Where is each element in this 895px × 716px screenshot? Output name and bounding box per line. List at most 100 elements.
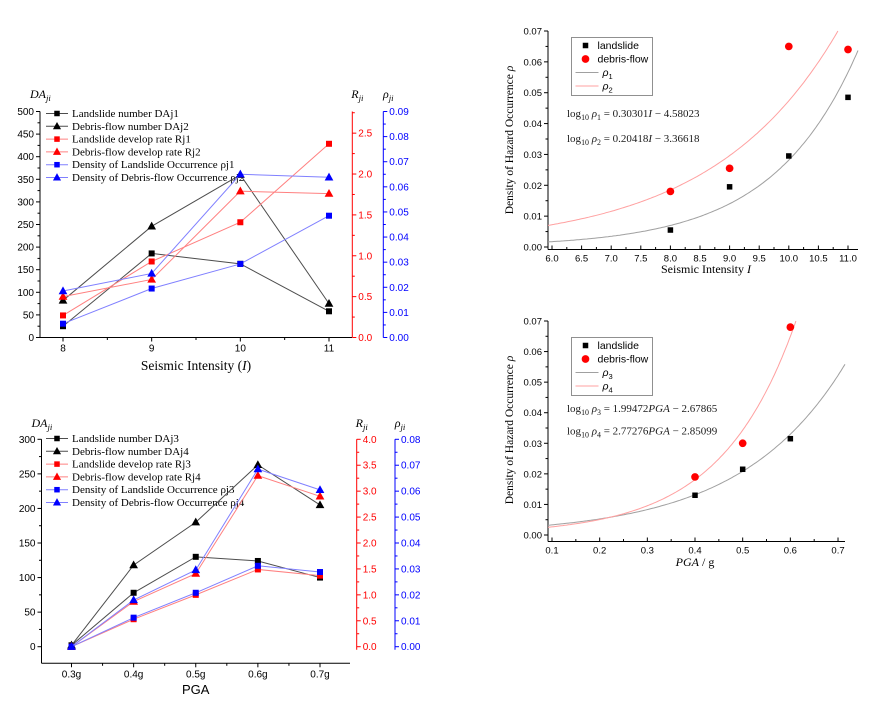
series-landslide-develop-rate-rj3 xyxy=(68,566,323,650)
y-tick-label: 300 xyxy=(19,435,36,446)
data-point xyxy=(129,595,138,604)
equation-text: log10 ρ2 = 0.20418I − 3.36618 xyxy=(567,133,700,147)
data-point xyxy=(254,562,261,569)
y-axis-title: Density of Hazard Occurrence ρ xyxy=(504,355,516,504)
data-point xyxy=(253,464,263,473)
x-tick-label: 0.3g xyxy=(62,669,81,680)
data-point xyxy=(787,435,794,442)
y-tick-label: 0.05 xyxy=(401,513,421,524)
data-point xyxy=(148,250,155,257)
legend-item-0: landslide xyxy=(582,340,639,352)
y-tick-label: 2.5 xyxy=(358,129,372,140)
y-tick-label: 0.01 xyxy=(524,212,543,223)
data-point xyxy=(235,186,245,195)
y-tick-label: 0.02 xyxy=(524,469,543,480)
legend-item-3: ρ2 xyxy=(575,81,613,95)
x-tick-label: 0.6 xyxy=(784,546,797,557)
x-tick-label: 0.4 xyxy=(688,546,701,557)
y-tick-label: 0.07 xyxy=(524,317,543,328)
y-tick-label: 300 xyxy=(17,197,34,208)
data-point xyxy=(317,569,323,576)
data-point xyxy=(58,291,68,300)
y-tick-label: 50 xyxy=(23,310,35,321)
data-point xyxy=(253,470,263,479)
x-tick-label: 10 xyxy=(235,344,247,355)
x-axis-title: Seismic Intensity (I) xyxy=(141,358,251,373)
y-tick-label: 0.5 xyxy=(358,292,372,303)
y-tick-label: 1.5 xyxy=(363,564,377,575)
right-axis-rho: 0.00 0.01 0.02 0.03 0.04 0.05 0.06 0.07 0.08 0.09… xyxy=(382,87,409,344)
x-tick-label: 9.5 xyxy=(753,254,766,265)
y-tick-label: 250 xyxy=(17,220,34,231)
axis-title: ρji xyxy=(394,416,406,432)
data-point xyxy=(666,187,675,196)
y-tick-label: 200 xyxy=(19,504,36,515)
data-point xyxy=(253,460,263,469)
x-axis: 6.0 6.5 7.0 7.5 8.0 8.5 9.0 9.5 10.0 10.5 11.0 Seis… xyxy=(545,245,858,276)
legend-item-density-of-debris-flow-occurrence-j2: Density of Debris-flow Occurrence ρj2 xyxy=(46,172,244,184)
legend-item-landslide-number-daj3: Landslide number DAj3 xyxy=(46,433,179,445)
x-tick-label: 11.0 xyxy=(839,254,857,265)
data-point xyxy=(235,169,245,178)
chart-pga-fit: 0.00 0.01 0.02 0.03 0.04 0.05 0.06 0.07 Density … xyxy=(504,317,846,569)
y-tick-label: 0.05 xyxy=(524,88,543,99)
equation-text: log10 ρ1 = 0.30301I − 4.58023 xyxy=(567,108,700,122)
data-point xyxy=(254,566,261,573)
legend-triangle-icon xyxy=(52,446,62,455)
axis-title: DAji xyxy=(29,87,51,103)
data-point xyxy=(147,268,157,277)
series-line xyxy=(62,190,330,298)
legend-item-1: debris-flow xyxy=(581,354,649,366)
x-tick-label: 7.0 xyxy=(605,254,618,265)
x-tick-label: 0.7 xyxy=(831,546,844,557)
fit-curve-rho2 xyxy=(547,30,839,226)
y-tick-label: 0.03 xyxy=(524,439,543,450)
x-axis-title: PGA xyxy=(182,682,210,697)
fit-curve-rho4 xyxy=(547,320,797,528)
y-axis-title: Density of Hazard Occurrence ρ xyxy=(504,65,516,214)
legend-label: ρ3 xyxy=(602,367,613,381)
legend-item-3: ρ4 xyxy=(575,381,613,395)
y-tick-label: 0.01 xyxy=(401,616,421,627)
y-tick-label: 0.07 xyxy=(389,157,409,168)
x-tick-label: 10.5 xyxy=(809,254,828,265)
data-point xyxy=(147,221,157,230)
axis-title: ρji xyxy=(382,87,394,103)
y-tick-label: 0 xyxy=(28,333,34,344)
data-point xyxy=(667,227,674,233)
y-tick-label: 3.0 xyxy=(363,487,377,498)
y-tick-label: 250 xyxy=(19,469,36,480)
y-tick-label: 0.0 xyxy=(363,642,377,653)
y-tick-label: 2.0 xyxy=(363,539,377,550)
y-tick-label: 100 xyxy=(17,288,34,299)
legend-label: Landslide develop rate Rj1 xyxy=(72,134,191,146)
data-point xyxy=(726,184,733,190)
y-tick-label: 0.08 xyxy=(389,132,409,143)
data-point xyxy=(60,320,66,327)
data-point xyxy=(324,188,334,197)
legend-item-1: debris-flow xyxy=(581,54,649,66)
y-tick-label: 1.5 xyxy=(358,210,372,221)
legend-label: debris-flow xyxy=(598,354,649,366)
x-tick-label: 0.3 xyxy=(641,546,654,557)
x-axis: 0.3g 0.4g 0.5g 0.6g 0.7g PGA xyxy=(41,662,350,697)
equation-text: log10 ρ3 = 1.99472PGA − 2.67865 xyxy=(567,403,718,417)
data-point xyxy=(67,642,76,650)
legend-label: Debris-flow develop rate Rj4 xyxy=(72,471,201,483)
series-line xyxy=(71,568,321,648)
legend-circle-icon xyxy=(581,55,590,63)
data-point xyxy=(324,172,334,181)
y-tick-label: 0.05 xyxy=(389,207,409,218)
right-axis-rho: 0.00 0.01 0.02 0.03 0.04 0.05 0.06 0.07 0.08 ρji xyxy=(394,416,421,653)
legend-item-debris-flow-number-daj2: Debris-flow number DAj2 xyxy=(46,121,189,133)
legend-item-landslide-develop-rate-rj1: Landslide develop rate Rj1 xyxy=(46,134,191,146)
x-tick-label: 0.4g xyxy=(124,669,143,680)
legend-item-landslide-develop-rate-rj3: Landslide develop rate Rj3 xyxy=(46,459,191,471)
equation-text: log10 ρ4 = 2.77276PGA − 2.85099 xyxy=(567,426,718,440)
legend-label: Density of Landslide Occurrence ρj1 xyxy=(72,159,235,171)
y-tick-label: 0.07 xyxy=(401,461,421,472)
legend-square-icon xyxy=(582,342,589,349)
x-axis: 8 9 10 11 Seismic Intensity (I) xyxy=(40,337,352,373)
